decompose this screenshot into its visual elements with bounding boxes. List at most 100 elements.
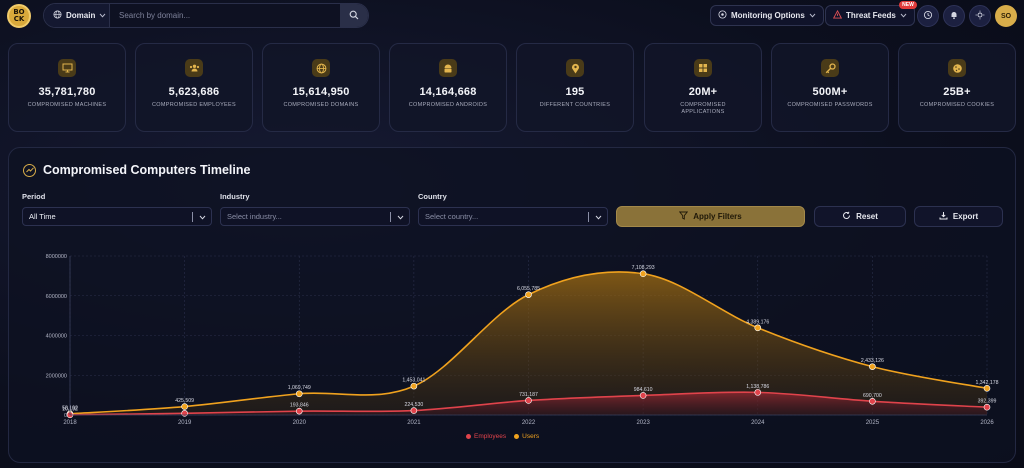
stat-label: DIFFERENT COUNTRIES — [539, 102, 611, 108]
stat-label: COMPROMISED ANDROIDS — [408, 102, 488, 108]
x-tick-label: 2025 — [866, 420, 880, 426]
radar-icon — [718, 10, 727, 21]
employees-point — [181, 410, 188, 417]
select-divider — [192, 212, 193, 222]
export-button[interactable]: Export — [914, 206, 1003, 227]
country-label: Country — [418, 192, 447, 201]
legend-dot — [466, 433, 471, 439]
chevron-down-icon — [809, 11, 816, 20]
threat-feeds-button[interactable]: Threat Feeds NEW — [825, 1, 917, 26]
employees-data-label: 690,700 — [863, 393, 882, 399]
notifications-button[interactable] — [943, 5, 965, 27]
stat-label: COMPROMISED EMPLOYEES — [152, 102, 236, 108]
theme-toggle-button[interactable] — [969, 5, 991, 27]
domain-select-label: Domain — [66, 11, 96, 20]
chevron-down-icon — [397, 213, 404, 222]
industry-select[interactable]: Select industry... — [220, 207, 410, 226]
stat-value: 20M+ — [688, 86, 718, 98]
legend-label: Users — [522, 433, 540, 440]
stat-value: 195 — [565, 86, 585, 98]
reset-icon — [842, 211, 851, 222]
chevron-down-icon — [199, 213, 206, 222]
employees-data-label: 1,138,786 — [746, 384, 769, 390]
users-data-label: 1,342,178 — [975, 380, 998, 386]
employees-point — [983, 403, 991, 411]
stat-card-cookies: 25B+ COMPROMISED COOKIES — [898, 43, 1016, 132]
x-tick-label: 2023 — [636, 420, 650, 426]
history-icon — [923, 7, 933, 25]
chevron-down-icon — [900, 11, 907, 20]
sun-icon — [975, 7, 985, 25]
users-icon — [185, 59, 203, 77]
cookie-icon — [948, 59, 966, 77]
employees-point — [295, 407, 303, 415]
stat-card-androids: 14,164,668 COMPROMISED ANDROIDS — [389, 43, 507, 132]
employees-data-label: 731,187 — [519, 392, 538, 398]
reset-label: Reset — [856, 212, 878, 221]
x-tick-label: 2024 — [751, 420, 765, 426]
export-label: Export — [952, 212, 979, 221]
avatar[interactable]: SO — [995, 5, 1017, 27]
legend-dot — [514, 433, 520, 439]
search-icon — [349, 7, 359, 25]
bell-icon — [949, 7, 959, 25]
users-point — [983, 385, 991, 392]
legend-item-employees[interactable]: Employees — [466, 433, 506, 440]
stat-card-machines: 35,781,780 COMPROMISED MACHINES — [8, 43, 126, 132]
employees-point — [525, 397, 532, 404]
apply-filters-button[interactable]: Apply Filters — [616, 206, 805, 227]
x-tick-label: 2022 — [522, 420, 536, 426]
employees-point — [754, 389, 762, 396]
select-divider — [390, 212, 391, 222]
monitoring-options-button[interactable]: Monitoring Options — [710, 5, 824, 26]
legend-item-users[interactable]: Users — [514, 433, 539, 440]
x-tick-label: 2026 — [980, 420, 994, 426]
employees-data-label: 392,399 — [978, 399, 997, 405]
stat-value: 35,781,780 — [38, 86, 96, 98]
stat-label: COMPROMISED COOKIES — [919, 102, 995, 108]
stat-card-employees: 5,623,686 COMPROMISED EMPLOYEES — [135, 43, 253, 132]
period-select[interactable]: All Time — [22, 207, 212, 226]
chart-legend: Employees Users — [466, 433, 539, 440]
y-tick-label: 0 — [64, 413, 67, 419]
y-tick-label: 4000000 — [46, 334, 67, 340]
y-tick-label: 8000000 — [46, 254, 67, 260]
users-area — [70, 271, 987, 415]
chevron-down-icon — [99, 11, 106, 20]
x-tick-label: 2020 — [293, 420, 307, 426]
users-data-label: 1,453,041 — [402, 378, 425, 384]
users-data-label: 7,108,293 — [632, 265, 655, 271]
country-select[interactable]: Select country... — [418, 207, 608, 226]
monitor-icon — [58, 59, 76, 77]
monitoring-options-label: Monitoring Options — [731, 11, 805, 20]
top-bar: BO CK Domain Monitoring Options — [0, 0, 1024, 32]
stat-label: COMPROMISED PASSWORDS — [787, 102, 873, 108]
employees-point — [639, 392, 647, 399]
legend-label: Employees — [474, 433, 507, 440]
employees-data-label: 984,610 — [634, 387, 653, 393]
employees-data-label: 193,846 — [290, 403, 309, 409]
logo[interactable]: BO CK — [7, 4, 31, 28]
users-point — [869, 363, 876, 370]
users-data-label: 2,433,126 — [861, 358, 884, 364]
domain-select[interactable]: Domain — [44, 4, 110, 27]
stat-card-countries: 195 DIFFERENT COUNTRIES — [516, 43, 634, 132]
history-button[interactable] — [917, 5, 939, 27]
users-point — [754, 324, 762, 332]
map-pin-icon — [566, 59, 584, 77]
key-icon — [821, 59, 839, 77]
alert-icon — [832, 9, 843, 21]
grid-icon — [694, 59, 712, 77]
stat-value: 14,164,668 — [419, 86, 477, 98]
stat-label: COMPROMISED MACHINES — [27, 102, 107, 108]
stat-label: COMPROMISED APPLICATIONS — [680, 102, 726, 115]
employees-point — [869, 397, 876, 405]
x-tick-label: 2018 — [63, 420, 77, 426]
search-button[interactable] — [340, 4, 368, 27]
chevron-down-icon — [595, 213, 602, 222]
search-input[interactable] — [110, 4, 340, 27]
employees-point — [410, 407, 418, 414]
stat-card-applications: 20M+ COMPROMISED APPLICATIONS — [644, 43, 762, 132]
reset-button[interactable]: Reset — [814, 206, 906, 227]
